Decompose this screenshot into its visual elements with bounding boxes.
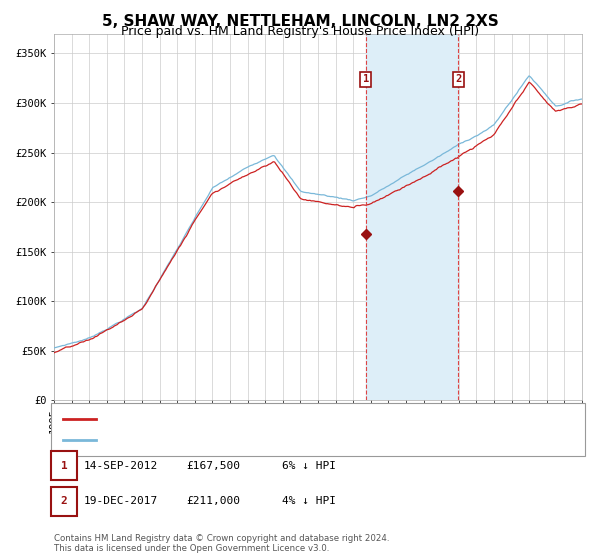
Text: 1: 1 <box>61 461 67 471</box>
Text: 19-DEC-2017: 19-DEC-2017 <box>84 496 158 506</box>
Text: HPI: Average price, detached house, West Lindsey: HPI: Average price, detached house, West… <box>102 435 382 445</box>
Text: 5, SHAW WAY, NETTLEHAM, LINCOLN, LN2 2XS (detached house): 5, SHAW WAY, NETTLEHAM, LINCOLN, LN2 2XS… <box>102 414 463 424</box>
Text: Contains HM Land Registry data © Crown copyright and database right 2024.
This d: Contains HM Land Registry data © Crown c… <box>54 534 389 553</box>
Text: 6% ↓ HPI: 6% ↓ HPI <box>282 461 336 471</box>
Text: £211,000: £211,000 <box>186 496 240 506</box>
Text: £167,500: £167,500 <box>186 461 240 471</box>
Text: 2: 2 <box>455 74 461 85</box>
Text: 14-SEP-2012: 14-SEP-2012 <box>84 461 158 471</box>
Text: Price paid vs. HM Land Registry's House Price Index (HPI): Price paid vs. HM Land Registry's House … <box>121 25 479 38</box>
Bar <box>365 34 458 400</box>
Text: 4% ↓ HPI: 4% ↓ HPI <box>282 496 336 506</box>
Text: 1: 1 <box>362 74 369 85</box>
Text: 2: 2 <box>61 496 67 506</box>
Text: 5, SHAW WAY, NETTLEHAM, LINCOLN, LN2 2XS: 5, SHAW WAY, NETTLEHAM, LINCOLN, LN2 2XS <box>101 14 499 29</box>
